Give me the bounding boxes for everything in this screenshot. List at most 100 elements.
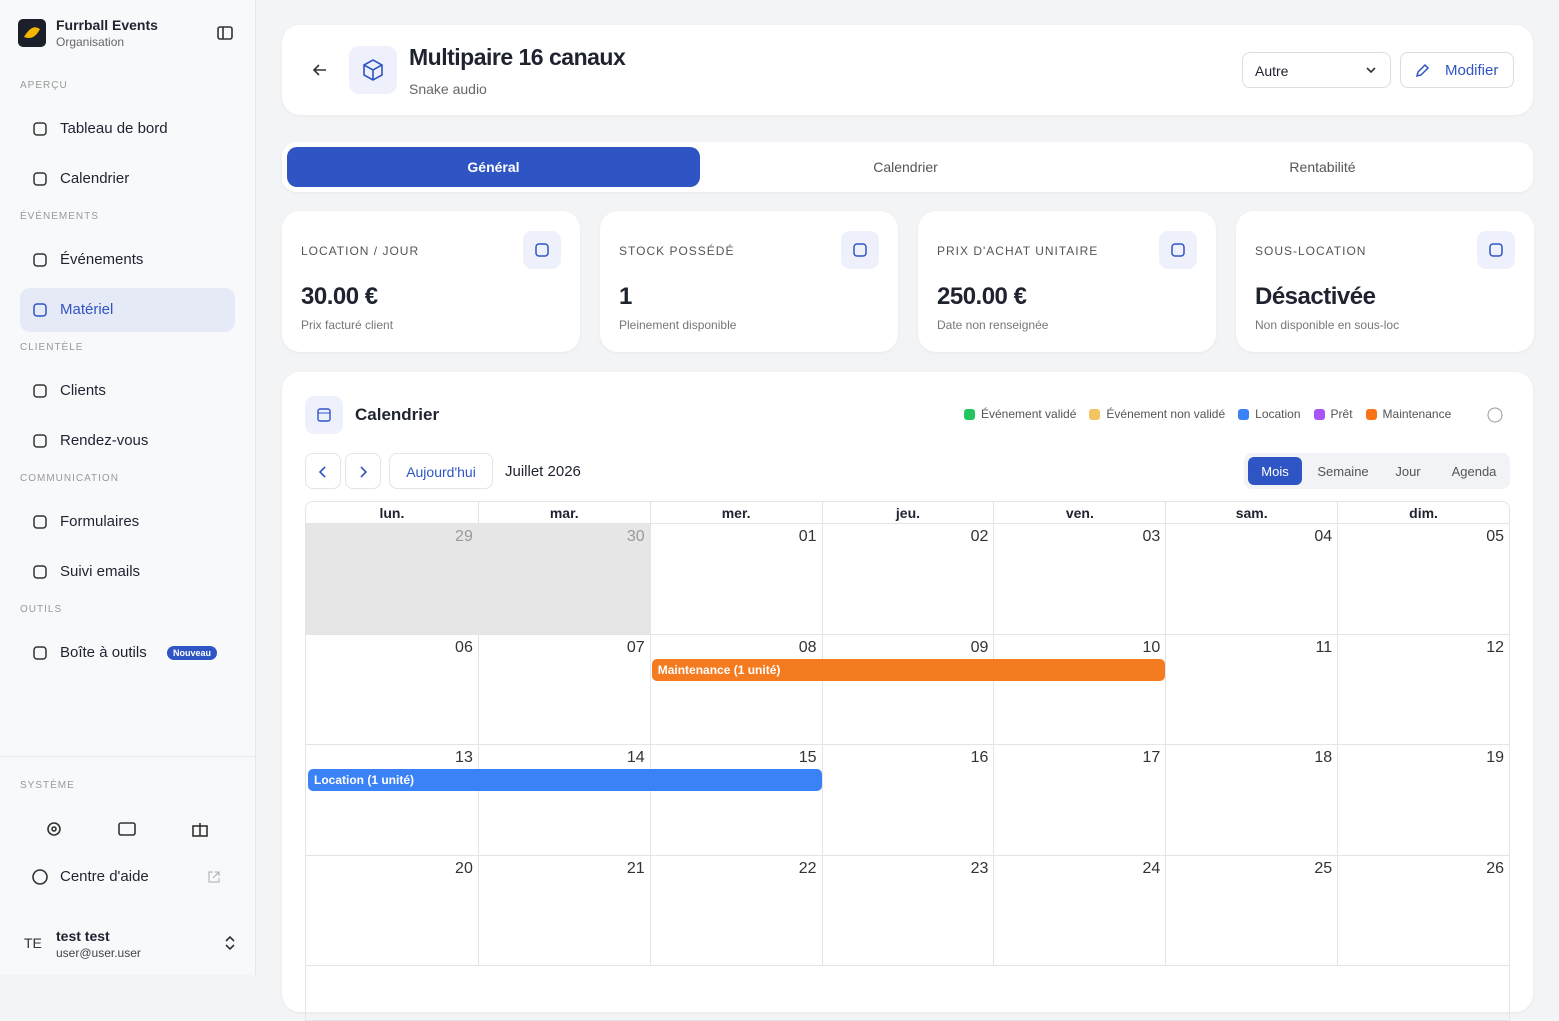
- icon: [535, 243, 549, 257]
- nav-item[interactable]: Calendrier: [20, 157, 235, 201]
- day-cell[interactable]: 25: [1165, 855, 1338, 966]
- nav-item[interactable]: Clients: [20, 369, 235, 413]
- view-option[interactable]: Agenda: [1451, 464, 1497, 479]
- nav-item[interactable]: Matériel: [20, 288, 235, 332]
- day-number: 03: [1142, 528, 1161, 545]
- nav-item[interactable]: Tableau de bord: [20, 107, 235, 151]
- stat-icon: [1159, 231, 1197, 269]
- day-cell[interactable]: 01: [649, 524, 822, 635]
- back-button[interactable]: [312, 62, 328, 78]
- day-cell[interactable]: 20: [306, 856, 478, 966]
- nav-label: Clients: [60, 382, 106, 399]
- view-switch: Mois Semaine Jour Agenda: [1244, 453, 1510, 489]
- weekday: ven.: [993, 502, 1166, 524]
- section-title: APERÇU: [20, 80, 68, 91]
- collapse-button[interactable]: [217, 25, 233, 41]
- day-cell[interactable]: 12: [1337, 634, 1509, 745]
- icon: [33, 172, 47, 186]
- day-cell[interactable]: 19: [1337, 745, 1509, 856]
- chevron-left: [318, 466, 326, 478]
- user-menu[interactable]: [224, 935, 236, 951]
- day-cell[interactable]: 10: [993, 634, 1166, 745]
- weekday: lun.: [306, 502, 478, 524]
- category-select[interactable]: Autre: [1242, 52, 1391, 88]
- day-cell[interactable]: 17: [993, 745, 1166, 856]
- icon: [33, 303, 47, 317]
- next-button[interactable]: [345, 453, 381, 489]
- prev-button[interactable]: [305, 453, 341, 489]
- day-cell[interactable]: 24: [993, 855, 1166, 966]
- day-cell[interactable]: 08: [649, 634, 822, 745]
- org-subtitle: Organisation: [56, 35, 125, 49]
- day-cell[interactable]: 04: [1165, 524, 1338, 635]
- stat-card: PRIX D'ACHAT UNITAIRE 250.00 € Date non re…: [918, 211, 1216, 352]
- day-cell[interactable]: 30: [477, 524, 650, 635]
- nav-label: Boîte à outils: [60, 644, 147, 661]
- day-number: 11: [1315, 638, 1333, 656]
- legend-label: Événement non validé: [1106, 407, 1226, 421]
- event-bar[interactable]: Maintenance (1 unité): [651, 658, 1166, 681]
- day-number: 30: [626, 528, 645, 545]
- day-cell[interactable]: 13: [306, 745, 478, 856]
- nav-item[interactable]: Suivi emails: [20, 550, 235, 594]
- day-cell[interactable]: 16: [821, 745, 994, 856]
- user-name: test test: [56, 928, 110, 944]
- tab[interactable]: Général: [287, 147, 700, 187]
- nav-item[interactable]: Boîte à outils Nouveau: [20, 631, 235, 675]
- day-cell[interactable]: 22: [649, 855, 822, 966]
- day-cell[interactable]: 05: [1337, 524, 1509, 635]
- day-cell[interactable]: 18: [1165, 745, 1338, 856]
- day-cell[interactable]: 06: [306, 635, 478, 745]
- edit-button[interactable]: Modifier: [1400, 52, 1514, 88]
- day-cell[interactable]: 26: [1337, 855, 1509, 966]
- day-number: 07: [626, 638, 645, 656]
- day-cell[interactable]: 21: [477, 855, 650, 966]
- tab[interactable]: Rentabilité: [1289, 159, 1356, 175]
- view-option[interactable]: Mois: [1248, 457, 1302, 485]
- item-icon: [349, 46, 397, 94]
- day-cell[interactable]: 23: [821, 855, 994, 966]
- nav-item[interactable]: Formulaires: [20, 500, 235, 544]
- weekday: sam.: [1165, 502, 1338, 524]
- day-number: 04: [1314, 528, 1333, 545]
- day-number: 08: [798, 638, 817, 656]
- info-icon[interactable]: [1487, 407, 1503, 423]
- day-number: 05: [1486, 528, 1504, 545]
- stat-note: Pleinement disponible: [619, 318, 737, 332]
- legend-item: Location: [1238, 407, 1301, 421]
- icon: [33, 434, 47, 448]
- day-cell[interactable]: 03: [993, 524, 1166, 635]
- header-card: Multipaire 16 canaux Snake audio Autre M…: [282, 25, 1533, 115]
- nav-item[interactable]: Événements: [20, 238, 235, 282]
- day-cell[interactable]: 07: [477, 634, 650, 745]
- day-number: 09: [970, 638, 989, 656]
- day-cell[interactable]: 02: [821, 524, 994, 635]
- day-cell[interactable]: 11: [1165, 634, 1338, 745]
- day-number: 25: [1314, 859, 1333, 877]
- view-option[interactable]: Jour: [1395, 464, 1421, 479]
- nav-item[interactable]: Rendez-vous: [20, 419, 235, 463]
- legend-swatch: [1365, 408, 1377, 420]
- icon: [33, 565, 47, 579]
- view-option[interactable]: Semaine: [1317, 464, 1369, 479]
- calendar-title: Calendrier: [355, 405, 440, 424]
- event-bar[interactable]: Location (1 unité): [308, 769, 822, 791]
- system-icons[interactable]: [45, 820, 215, 838]
- section-title: SYSTÈME: [20, 780, 75, 791]
- stat-label: PRIX D'ACHAT UNITAIRE: [937, 244, 1099, 258]
- stat-value: Désactivée: [1255, 283, 1376, 310]
- icon: [33, 253, 47, 267]
- day-number: 06: [455, 638, 473, 656]
- help-link[interactable]: Centre d'aide: [60, 868, 149, 885]
- day-cell[interactable]: 09: [821, 634, 994, 745]
- user-initials: TE: [24, 935, 42, 951]
- day-cell[interactable]: 29: [306, 524, 478, 635]
- tab[interactable]: Calendrier: [873, 159, 938, 175]
- day-number: 15: [798, 749, 817, 766]
- stat-card: LOCATION / JOUR 30.00 € Prix facturé clien…: [282, 211, 580, 352]
- day-cell[interactable]: 14: [477, 745, 650, 856]
- legend-label: Maintenance: [1382, 407, 1452, 421]
- today-button[interactable]: Aujourd'hui: [389, 453, 493, 489]
- day-cell[interactable]: 15: [649, 745, 822, 856]
